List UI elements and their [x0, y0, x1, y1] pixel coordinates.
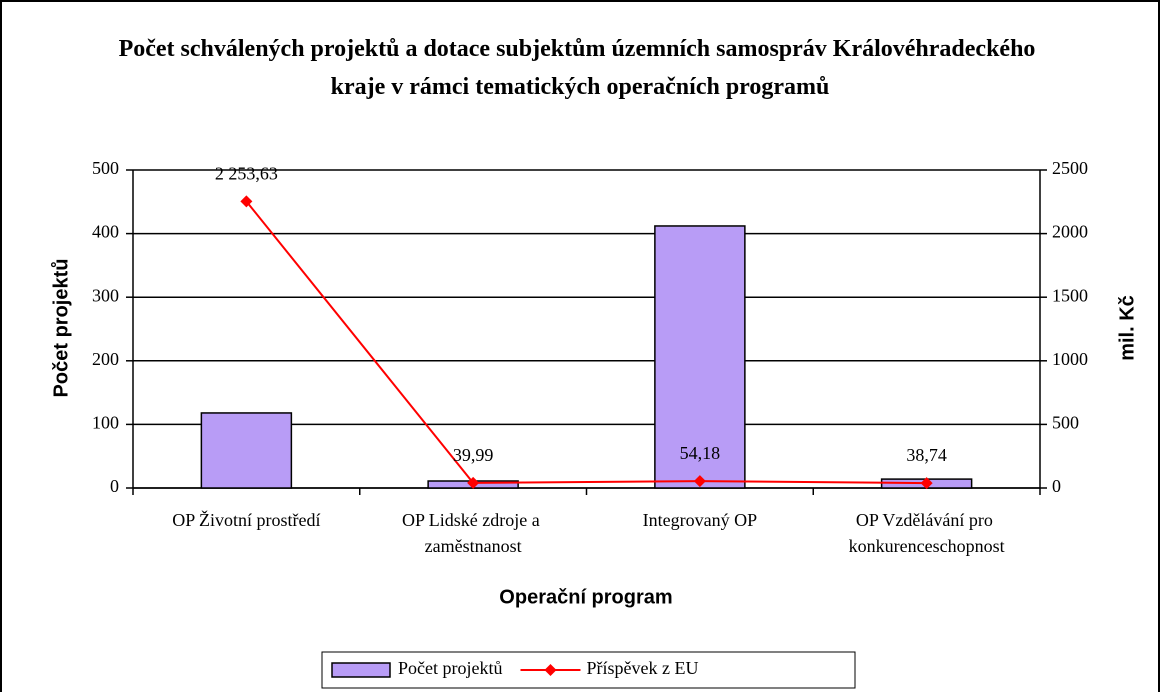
y-tick-label: 500: [92, 158, 119, 178]
y2-tick-label: 500: [1052, 413, 1079, 433]
y-axis-title: Počet projektů: [50, 259, 72, 398]
y2-tick-label: 2500: [1052, 158, 1088, 178]
x-tick-label: OP Vzdělávání pro konkurenceschopnost: [849, 510, 1005, 556]
y2-tick-label: 2000: [1052, 222, 1088, 242]
x-tick-label: OP Životní prostředí: [172, 509, 320, 530]
marker: [467, 476, 480, 489]
y2-axis-title: mil. Kč: [1116, 295, 1138, 361]
marker: [920, 477, 933, 490]
legend-label: Příspěvek z EU: [586, 658, 698, 678]
marker: [240, 195, 253, 208]
legend-marker: [544, 664, 557, 676]
data-label: 54,18: [680, 443, 721, 463]
legend: [321, 651, 856, 689]
y2-tick-label: 1500: [1052, 285, 1088, 305]
y-tick-label: 0: [110, 476, 119, 496]
y-tick-label: 400: [92, 222, 119, 242]
line: [245, 200, 927, 485]
y-tick-label: 300: [92, 285, 119, 305]
x-axis-title: Operační program: [499, 586, 672, 608]
bar: [200, 412, 293, 489]
chart-title: Počet schválených projektů a dotace subj…: [119, 36, 1042, 100]
x-tick-label: Integrovaný OP: [643, 510, 757, 530]
y-tick-label: 200: [92, 349, 119, 369]
legend-label: Počet projektů: [398, 658, 502, 678]
data-label: 38,74: [906, 445, 947, 465]
data-label: 2 253,63: [215, 163, 278, 183]
marker: [693, 475, 706, 488]
data-label: 39,99: [453, 445, 494, 465]
y2-tick-label: 1000: [1052, 349, 1088, 369]
bar: [654, 225, 746, 489]
y-tick-label: 100: [92, 413, 119, 433]
x-tick-label: OP Lidské zdroje a zaměstnanost: [402, 510, 544, 556]
y2-tick-label: 0: [1052, 476, 1061, 496]
legend-swatch: [331, 662, 391, 678]
